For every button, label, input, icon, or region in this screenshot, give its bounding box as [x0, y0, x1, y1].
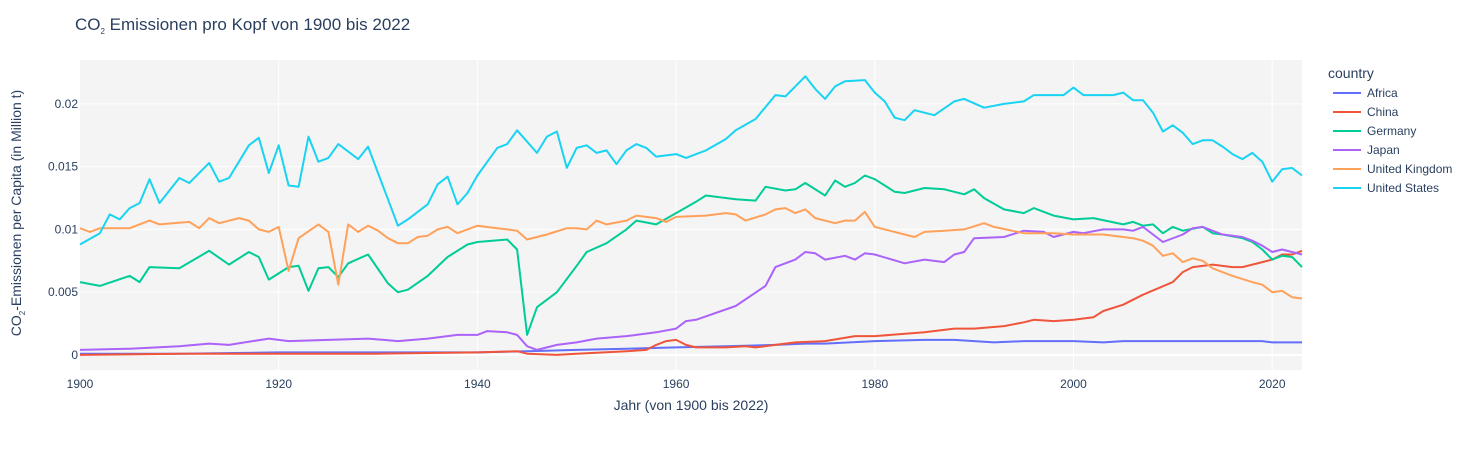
y-tick-label: 0.005 — [48, 285, 78, 299]
legend-item-label: United States — [1367, 181, 1439, 195]
y-tick-label: 0.01 — [55, 222, 79, 236]
y-tick-label: 0.02 — [55, 97, 79, 111]
legend-title: country — [1328, 65, 1374, 81]
x-tick-label: 1900 — [67, 377, 94, 391]
plot-area — [80, 60, 1302, 370]
series-lines — [79, 75, 1303, 356]
legend-item-label: Japan — [1367, 143, 1400, 157]
x-axis-ticks: 1900 1920 1940 1960 1980 2000 2020 — [67, 377, 1286, 391]
series-line-germany — [79, 174, 1303, 336]
legend-item-label: United Kingdom — [1367, 162, 1452, 176]
series-line-united-states — [79, 75, 1303, 246]
x-tick-label: 1980 — [861, 377, 888, 391]
x-tick-label: 1960 — [663, 377, 690, 391]
series-line-china — [79, 249, 1303, 356]
x-axis-title: Jahr (von 1900 bis 2022) — [614, 397, 769, 413]
y-tick-label: 0.015 — [48, 160, 78, 174]
legend-item-label: Germany — [1367, 124, 1416, 138]
legend-item-label: Africa — [1367, 86, 1398, 100]
x-tick-label: 2000 — [1060, 377, 1087, 391]
x-tick-label: 1920 — [265, 377, 292, 391]
x-tick-label: 2020 — [1259, 377, 1286, 391]
y-axis-ticks: 0 0.005 0.01 0.015 0.02 — [48, 97, 78, 362]
y-axis-title: CO2-Emissionen per Capita (in Million t) — [8, 90, 27, 336]
legend: Africa China Germany Japan United Kingdom Uni… — [1333, 86, 1452, 195]
y-tick-label: 0 — [71, 348, 78, 362]
x-tick-label: 1940 — [464, 377, 491, 391]
chart-title: CO2 Emissionen pro Kopf von 1900 bis 202… — [75, 15, 410, 36]
series-line-japan — [79, 225, 1303, 351]
legend-item-label: China — [1367, 105, 1399, 119]
series-line-united-kingdom — [79, 207, 1303, 300]
